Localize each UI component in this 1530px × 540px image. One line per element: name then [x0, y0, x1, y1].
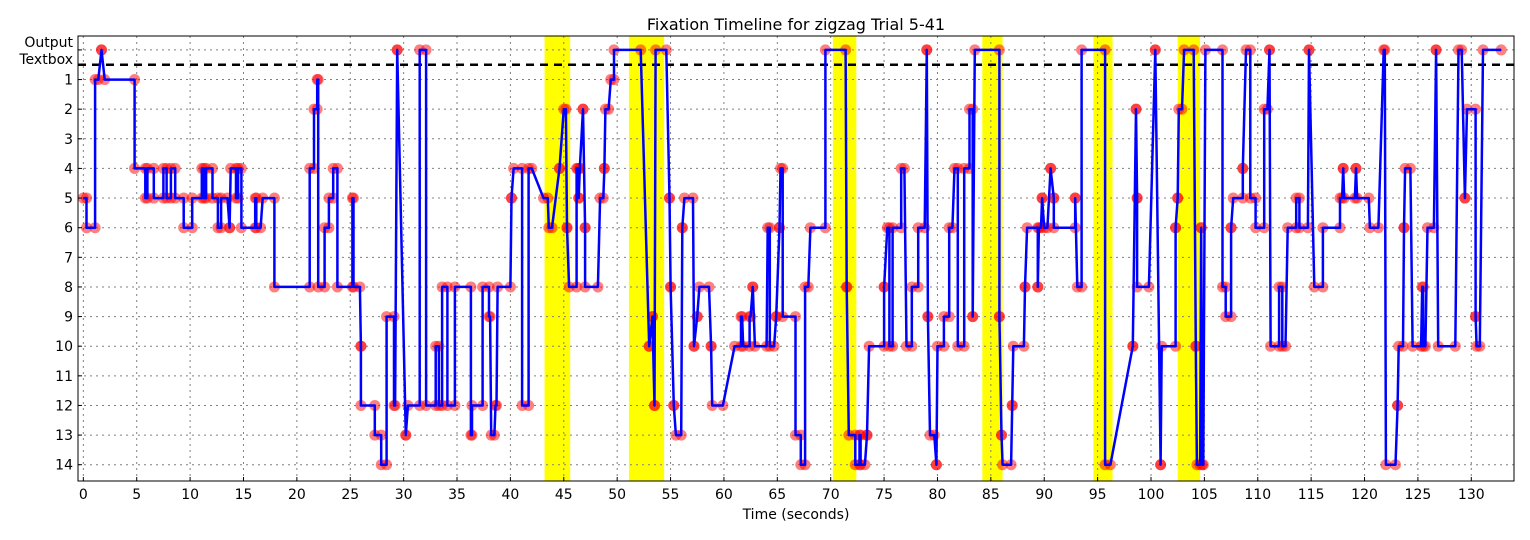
- x-tick-label: 15: [235, 487, 253, 503]
- x-tick-label: 90: [1035, 487, 1053, 503]
- y-tick-label: 3: [64, 132, 73, 148]
- y-tick-label: 14: [55, 458, 73, 474]
- highlight-band: [982, 36, 1003, 481]
- x-tick-label: 30: [395, 487, 413, 503]
- y-tick-label: 8: [64, 280, 73, 296]
- x-tick-label: 50: [608, 487, 626, 503]
- y-tick-label: Textbox: [18, 52, 73, 68]
- x-tick-label: 105: [1191, 487, 1218, 503]
- x-tick-label: 10: [181, 487, 199, 503]
- fixation-line: [83, 48, 1502, 466]
- y-tick-label: 6: [64, 221, 73, 237]
- x-tick-label: 75: [875, 487, 893, 503]
- x-tick-label: 65: [768, 487, 786, 503]
- y-tick-label: 10: [55, 339, 73, 355]
- x-tick-label: 125: [1405, 487, 1432, 503]
- x-tick-label: 35: [448, 487, 466, 503]
- x-tick-label: 115: [1298, 487, 1325, 503]
- y-tick-label: 12: [55, 398, 73, 414]
- y-tick-label: 5: [64, 191, 73, 207]
- y-tick-label: 11: [55, 369, 73, 385]
- x-axis-label: Time (seconds): [742, 507, 850, 523]
- x-tick-label: 130: [1458, 487, 1485, 503]
- x-tick-label: 80: [929, 487, 947, 503]
- x-tick-label: 0: [79, 487, 88, 503]
- x-tick-label: 120: [1351, 487, 1378, 503]
- y-tick-label: 2: [64, 102, 73, 118]
- highlight-band: [544, 36, 571, 481]
- x-axis-ticks: 0 5 10 15 20 25 30 35 40 45 50 55 60 65 70 75 80 85 90 95 10…: [79, 477, 1485, 503]
- y-tick-label: 7: [64, 250, 73, 266]
- fixation-series: [77, 44, 1507, 471]
- y-tick-label: 9: [64, 310, 73, 326]
- x-tick-label: 5: [132, 487, 141, 503]
- x-tick-label: 20: [288, 487, 306, 503]
- highlight-band: [1093, 36, 1113, 481]
- x-tick-label: 100: [1138, 487, 1165, 503]
- y-tick-label: 1: [64, 73, 73, 89]
- chart-title: Fixation Timeline for zigzag Trial 5-41: [647, 15, 945, 34]
- x-tick-label: 45: [555, 487, 573, 503]
- plot-frame: [77, 35, 1515, 482]
- y-tick-label: Output: [24, 35, 73, 51]
- x-tick-label: 40: [501, 487, 519, 503]
- x-tick-label: 95: [1089, 487, 1107, 503]
- x-tick-label: 60: [715, 487, 733, 503]
- x-tick-label: 110: [1244, 487, 1271, 503]
- x-tick-label: 85: [982, 487, 1000, 503]
- y-tick-label: 13: [55, 428, 73, 444]
- y-tick-label: 4: [64, 161, 73, 177]
- x-tick-label: 70: [822, 487, 840, 503]
- highlight-band: [832, 36, 857, 481]
- x-tick-label: 25: [341, 487, 359, 503]
- x-tick-label: 55: [662, 487, 680, 503]
